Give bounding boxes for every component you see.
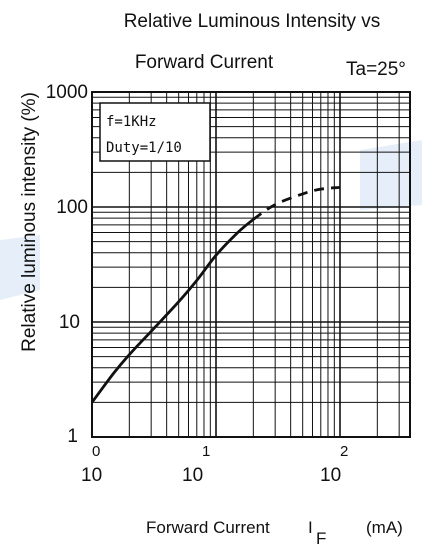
x-tick-labels: 10 0 10 1 10 2	[81, 443, 348, 486]
x-tick-label-1: 10	[81, 465, 102, 486]
x-tick-label-100: 10	[320, 465, 341, 486]
x-tick-label-10: 10	[182, 465, 203, 486]
y-tick-label-100: 100	[56, 197, 88, 218]
x-axis-unit: (mA)	[366, 518, 403, 537]
x-tick-exponent-10: 1	[202, 443, 210, 460]
watermark	[0, 140, 422, 300]
x-axis-label: Forward Current I F (mA)	[146, 518, 403, 548]
x-axis-symbol: I	[308, 518, 313, 537]
plot-frame	[91, 91, 411, 438]
x-tick-exponent-100: 2	[340, 443, 348, 460]
x-tick-exponent-1: 0	[92, 443, 100, 460]
condition-box-frame	[99, 102, 211, 162]
curve-solid	[90, 218, 255, 404]
y-tick-label-10: 10	[59, 312, 80, 333]
condition-frequency: f=1KHz	[106, 114, 157, 130]
ambient-temperature-label: Ta=25°	[346, 59, 406, 80]
x-axis-label-text: Forward Current	[146, 518, 270, 537]
chart-title: Relative Luminous Intensity vs	[124, 11, 381, 32]
y-tick-label-1: 1	[67, 426, 78, 447]
curve-dashed	[252, 186, 341, 221]
x-axis-subscript: F	[316, 529, 326, 546]
condition-duty: Duty=1/10	[106, 140, 182, 156]
chart-title-line2: Forward Current	[135, 52, 274, 73]
y-tick-labels: 1000 100 10 1	[46, 82, 88, 447]
y-axis-label: Relative luminous intensity (%)	[19, 92, 40, 352]
y-tick-label-1000: 1000	[46, 82, 88, 103]
condition-box: f=1KHz Duty=1/10	[99, 102, 211, 162]
